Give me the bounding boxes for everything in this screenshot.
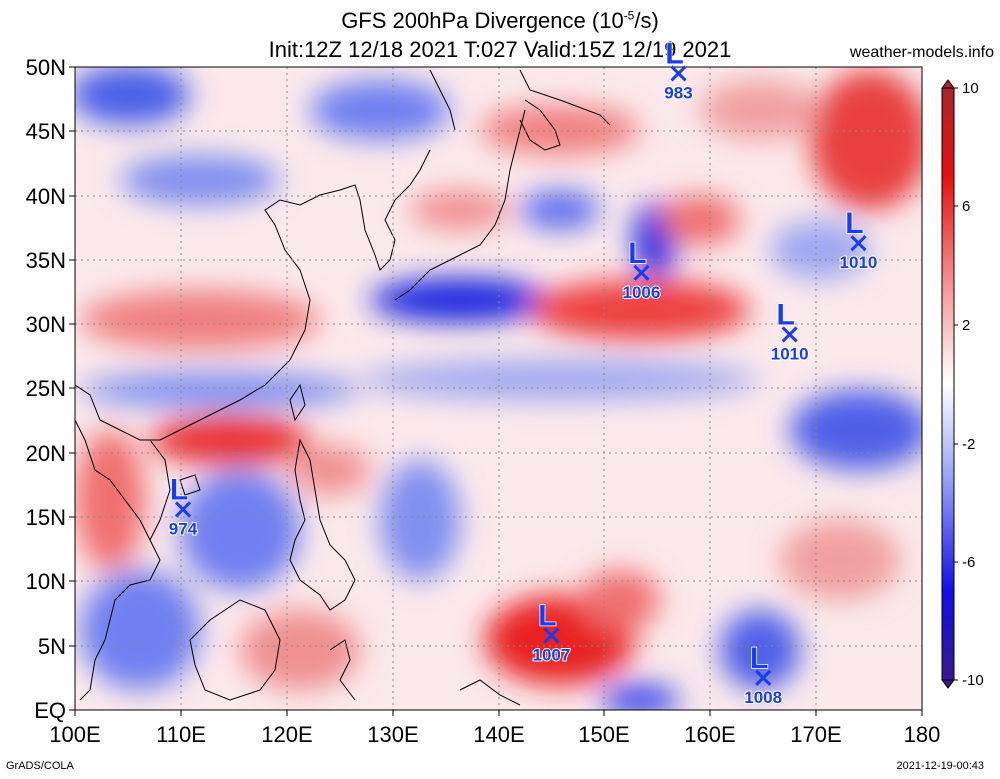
gridlines	[75, 67, 922, 710]
longitude-labels: 100E 110E 120E 130E 140E 150E 160E 170E …	[49, 722, 940, 747]
lon-label: 170E	[790, 722, 841, 747]
axis-ticks	[69, 66, 923, 716]
low-center-x	[174, 501, 192, 518]
colorbar: 10 6 2 -2 -6 -10	[941, 79, 984, 689]
low-marker: L 1008	[743, 641, 783, 708]
lon-label: 140E	[473, 722, 524, 747]
coastlines	[75, 69, 611, 706]
low-pressure-value: 1006	[623, 283, 661, 302]
low-marker: L 1007	[532, 599, 572, 666]
lat-label: 15N	[26, 505, 66, 530]
low-center-x	[633, 264, 650, 281]
low-pressure-value: 1010	[771, 344, 809, 363]
lat-label: 45N	[26, 119, 66, 144]
colorbar-label: -2	[962, 436, 975, 453]
lon-label: 120E	[261, 722, 312, 747]
map-title: GFS 200hPa Divergence (10-5/s)	[341, 8, 659, 33]
low-marker: L 1010	[839, 206, 879, 273]
lon-label: 130E	[367, 722, 418, 747]
lon-label: 160E	[684, 722, 735, 747]
low-center-x	[543, 627, 560, 644]
lon-label: 150E	[578, 722, 629, 747]
low-pressure-value: 983	[664, 83, 692, 102]
low-letter: L	[776, 298, 794, 331]
lat-label: 10N	[26, 569, 66, 594]
map-subtitle: Init:12Z 12/18 2021 T:027 Valid:15Z 12/1…	[268, 37, 732, 62]
credit-label: weather-models.info	[849, 44, 994, 61]
low-pressure-markers: L 983 L 1006 L 1010 L 1010 L 974 L 1007 L 1008	[168, 37, 879, 708]
divergence-field	[75, 67, 922, 710]
low-marker: L 983	[663, 37, 693, 104]
low-pressure-value: 974	[169, 519, 198, 538]
low-marker: L 1010	[770, 298, 810, 365]
low-center-x	[670, 65, 687, 82]
low-pressure-value: 1008	[744, 688, 782, 707]
low-pressure-value: 1007	[533, 645, 571, 664]
lat-label: 5N	[38, 634, 66, 659]
low-marker: L 974	[168, 473, 199, 540]
lon-label: 110E	[156, 722, 206, 747]
lat-label: 50N	[26, 55, 66, 80]
low-letter: L	[750, 642, 768, 675]
low-center-x	[755, 669, 772, 686]
colorbar-label: 6	[962, 198, 970, 215]
colorbar-label: 2	[962, 317, 970, 334]
low-letter: L	[665, 37, 683, 70]
low-letter: L	[538, 599, 556, 632]
low-center-x	[781, 326, 798, 343]
lat-label: 30N	[26, 312, 66, 337]
footer-software: GrADS/COLA	[6, 760, 74, 772]
low-letter: L	[170, 473, 188, 506]
lat-label: 35N	[26, 248, 66, 273]
lon-label: 100E	[49, 722, 100, 747]
lat-label: 40N	[26, 184, 66, 209]
lat-label: 20N	[26, 441, 66, 466]
lon-label: 180	[904, 722, 941, 747]
low-center-x	[850, 235, 867, 252]
low-letter: L	[845, 207, 863, 240]
lat-label: EQ	[34, 698, 66, 723]
low-marker: L 1006	[622, 236, 662, 303]
lat-label: 25N	[26, 376, 66, 401]
low-letter: L	[628, 237, 646, 270]
low-pressure-value: 1010	[840, 253, 878, 272]
colorbar-label: -6	[962, 554, 975, 571]
colorbar-label: -10	[962, 672, 984, 689]
footer-timestamp: 2021-12-19-00:43	[896, 760, 984, 772]
colorbar-label: 10	[962, 80, 979, 97]
latitude-labels: 50N 45N 40N 35N 30N 25N 20N 15N 10N 5N E…	[26, 55, 66, 723]
